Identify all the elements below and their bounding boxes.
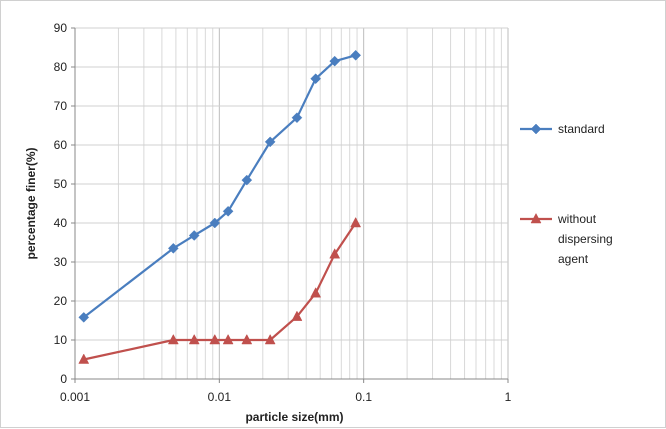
data-point [188, 230, 200, 241]
y-axis-title: percentage finer(%) [24, 147, 38, 259]
data-point [264, 333, 276, 345]
y-tick-label: 90 [54, 21, 68, 35]
data-point [350, 49, 362, 61]
y-tick-label: 20 [54, 294, 68, 308]
data-point [188, 333, 200, 345]
data-point [291, 112, 303, 124]
x-axis-title: particle size(mm) [245, 410, 343, 424]
data-point [264, 136, 276, 148]
data-point [209, 217, 221, 229]
legend-marker [530, 212, 542, 224]
y-tick-label: 40 [54, 216, 68, 230]
legend-label: without dispersing agent [557, 212, 613, 266]
series-without-dispersing-agent [78, 216, 362, 364]
data-point [222, 333, 234, 345]
data-point [78, 353, 90, 364]
y-tick-label: 70 [54, 99, 68, 113]
y-tick-label: 60 [54, 138, 68, 152]
y-tick-label: 0 [60, 372, 67, 386]
x-tick-label: 0.001 [60, 390, 90, 404]
data-point [329, 248, 341, 259]
data-point [291, 310, 303, 321]
y-tick-label: 30 [54, 255, 68, 269]
x-tick-label: 0.1 [355, 390, 372, 404]
legend-marker [530, 123, 542, 135]
data-point [241, 333, 253, 345]
data-point [78, 312, 90, 323]
data-point [329, 55, 341, 67]
data-point [310, 73, 322, 85]
y-tick-label: 80 [54, 60, 68, 74]
legend: standard without dispersing agent [520, 122, 613, 266]
legend-item-without-dispersing-agent: without dispersing agent [520, 212, 613, 266]
data-point [167, 242, 179, 254]
y-tick-label: 50 [54, 177, 68, 191]
x-tick-label: 0.01 [208, 390, 232, 404]
data-point [209, 333, 221, 345]
x-tick-label: 1 [505, 390, 512, 404]
y-tick-label: 10 [54, 333, 68, 347]
legend-label: standard [558, 122, 605, 136]
axes: 0 10 20 30 40 50 60 70 80 90 0.001 0.01 0.1 1 [54, 21, 512, 404]
data-point [167, 333, 179, 345]
series-standard [78, 49, 362, 323]
data-point [241, 174, 253, 186]
legend-item-standard: standard [520, 122, 605, 136]
gridlines [74, 27, 509, 380]
data-point [350, 216, 362, 228]
data-point [310, 287, 322, 298]
series-layer [78, 49, 362, 364]
data-point [222, 205, 234, 217]
